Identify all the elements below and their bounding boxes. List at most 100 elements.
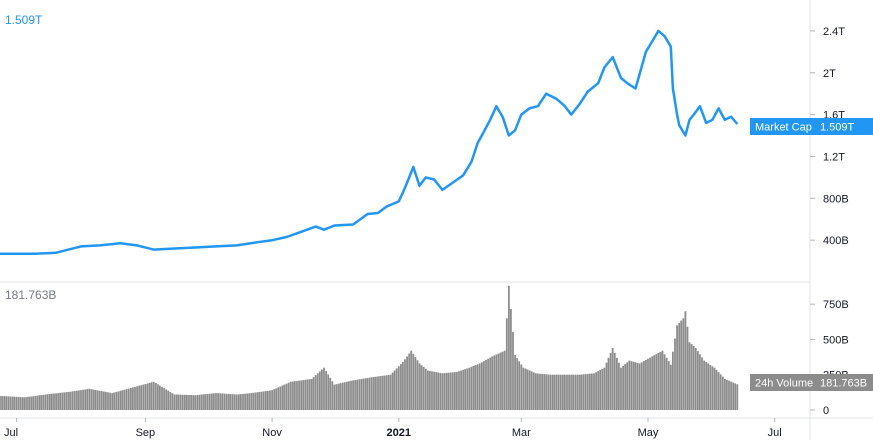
volume-bar <box>481 362 483 410</box>
volume-bar <box>148 382 151 410</box>
volume-bar <box>495 354 498 410</box>
volume-bar <box>499 352 502 410</box>
volume-bar <box>103 391 105 410</box>
volume-bar <box>240 394 242 410</box>
volume-bar <box>144 384 147 410</box>
volume-bar <box>451 372 454 410</box>
volume-bar <box>491 356 494 410</box>
volume-bar <box>379 376 381 410</box>
volume-bar <box>354 380 357 410</box>
volume-bar <box>547 374 550 410</box>
volume-bar <box>524 368 527 410</box>
volume-bar <box>667 361 670 410</box>
volume-bar <box>111 393 114 410</box>
volume-bar <box>427 370 429 410</box>
volume-bar <box>252 392 255 410</box>
volume-bar <box>30 396 33 410</box>
volume-bar <box>163 388 165 410</box>
volume-bar <box>161 386 163 410</box>
volume-bar <box>335 384 338 410</box>
volume-bar <box>117 391 120 410</box>
volume-bar <box>26 397 28 410</box>
volume-bar <box>663 354 666 410</box>
volume-bar <box>308 379 311 410</box>
volume-bar <box>707 363 710 410</box>
volume-bar <box>61 392 64 410</box>
volume-bar <box>653 355 656 410</box>
volume-bar <box>580 374 583 410</box>
volume-bar <box>13 396 16 410</box>
volume-bar <box>312 377 315 410</box>
volume-bar <box>86 389 89 410</box>
volume-bar <box>431 371 433 410</box>
volume-bar <box>684 311 687 410</box>
volume-bar <box>605 362 608 410</box>
y-tick-label: 1.2T <box>823 151 845 163</box>
volume-bar <box>634 362 637 410</box>
volume-bar <box>356 379 359 410</box>
volume-badge-bg <box>750 374 873 391</box>
volume-bar <box>194 395 197 410</box>
volume-bar <box>271 390 273 410</box>
volume-bar <box>393 370 396 410</box>
volume-bar <box>613 352 616 410</box>
volume-bar <box>196 395 199 410</box>
volume-bar <box>649 357 651 410</box>
volume-bar <box>468 367 471 410</box>
volume-bar <box>404 359 406 410</box>
volume-bar <box>692 346 695 410</box>
volume-bar <box>397 366 400 410</box>
volume-badge-series-name: 24h Volume <box>755 378 813 390</box>
volume-bar <box>107 392 109 410</box>
volume-bar <box>385 375 388 410</box>
volume-bar <box>466 368 469 410</box>
volume-bar <box>157 384 159 410</box>
x-tick-label: Jul <box>4 427 18 439</box>
volume-bar <box>424 368 427 410</box>
volume-bar <box>69 391 72 410</box>
volume-bar <box>485 359 487 410</box>
volume-bar <box>584 374 587 410</box>
volume-bar <box>630 361 633 410</box>
volume-bar <box>503 350 506 410</box>
volume-bar <box>292 381 294 410</box>
volume-bar <box>489 357 492 410</box>
volume-bar <box>734 383 737 410</box>
volume-bar <box>420 365 423 410</box>
volume-bar <box>233 394 236 410</box>
volume-bar <box>341 382 344 410</box>
volume-bar <box>433 371 435 410</box>
volume-bar <box>90 389 93 410</box>
volume-bar <box>325 371 327 410</box>
volume-bar <box>373 377 375 410</box>
volume-bar <box>454 372 456 410</box>
volume-bar <box>146 383 149 410</box>
volume-bar <box>655 354 658 410</box>
volume-bar <box>636 362 639 410</box>
volume-bar <box>213 393 215 410</box>
volume-bar <box>287 382 290 410</box>
volume-bar <box>221 393 224 410</box>
volume-bar <box>624 364 627 410</box>
volume-bar <box>460 370 462 410</box>
volume-bar <box>109 392 111 410</box>
volume-bar <box>429 370 431 410</box>
volume-bar <box>321 369 323 410</box>
volume-bar <box>250 393 253 410</box>
volume-bar <box>474 365 477 410</box>
volume-bar <box>711 366 714 410</box>
volume-bar <box>208 393 211 410</box>
volume-bar <box>638 363 641 410</box>
volume-bar <box>314 375 317 410</box>
volume-bar <box>358 379 361 410</box>
volume-bar <box>651 356 654 410</box>
volume-bar <box>184 394 186 410</box>
market-cap-line <box>0 29 739 256</box>
volume-bar <box>337 383 340 410</box>
volume-bar <box>366 377 369 410</box>
volume-bar <box>518 361 521 410</box>
volume-bar <box>414 357 417 410</box>
volume-bar <box>661 350 664 410</box>
volume-bar <box>127 388 130 410</box>
volume-bar <box>510 308 512 410</box>
